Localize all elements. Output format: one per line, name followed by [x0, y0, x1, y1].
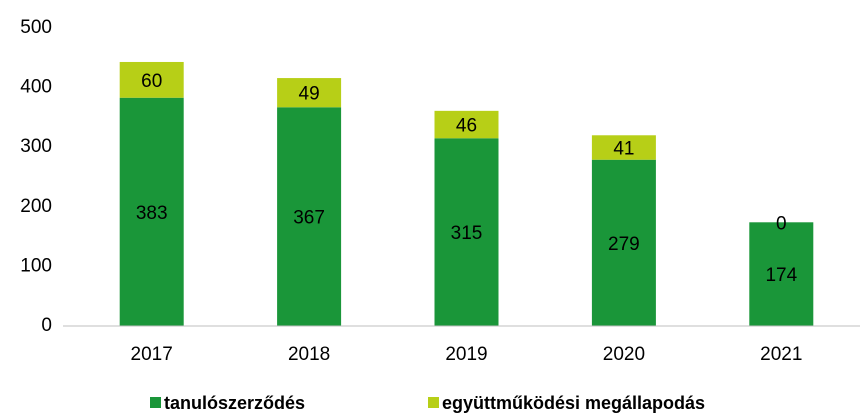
- data-label: 279: [608, 234, 640, 255]
- x-tick-label: 2017: [131, 344, 173, 365]
- x-tick-label: 2020: [603, 344, 645, 365]
- data-label: 0: [776, 213, 787, 234]
- bar-segment: [434, 138, 499, 326]
- data-label: 315: [451, 223, 483, 244]
- x-tick-label: 2021: [760, 344, 802, 365]
- legend-text: együttműködési megállapodás: [442, 393, 705, 413]
- data-label: 41: [613, 139, 634, 160]
- y-tick-label: 100: [20, 255, 52, 276]
- bar-segment: [119, 97, 184, 327]
- x-tick-label: 2019: [445, 344, 487, 365]
- bar-segment: [434, 110, 499, 139]
- legend-swatch: [150, 397, 161, 408]
- bar-segment: [591, 159, 656, 326]
- bar-segment: [749, 222, 814, 326]
- y-tick-label: 200: [20, 196, 52, 217]
- data-label: 49: [299, 84, 320, 105]
- data-label: 367: [293, 208, 325, 229]
- bar-segment: [119, 61, 184, 98]
- data-label: 46: [456, 116, 477, 137]
- y-tick-label: 300: [20, 136, 52, 157]
- y-tick-label: 0: [41, 315, 52, 336]
- legend-text: tanulószerződés: [164, 393, 305, 413]
- bar-segment: [277, 78, 342, 108]
- bar-segment: [591, 135, 656, 160]
- x-tick-label: 2018: [288, 344, 330, 365]
- data-label: 174: [765, 265, 797, 286]
- bar-segment: [277, 107, 342, 326]
- data-label: 60: [141, 71, 162, 92]
- legend-swatch: [428, 397, 439, 408]
- y-tick-label: 400: [20, 77, 52, 98]
- y-tick-label: 500: [20, 17, 52, 38]
- data-label: 383: [136, 203, 168, 224]
